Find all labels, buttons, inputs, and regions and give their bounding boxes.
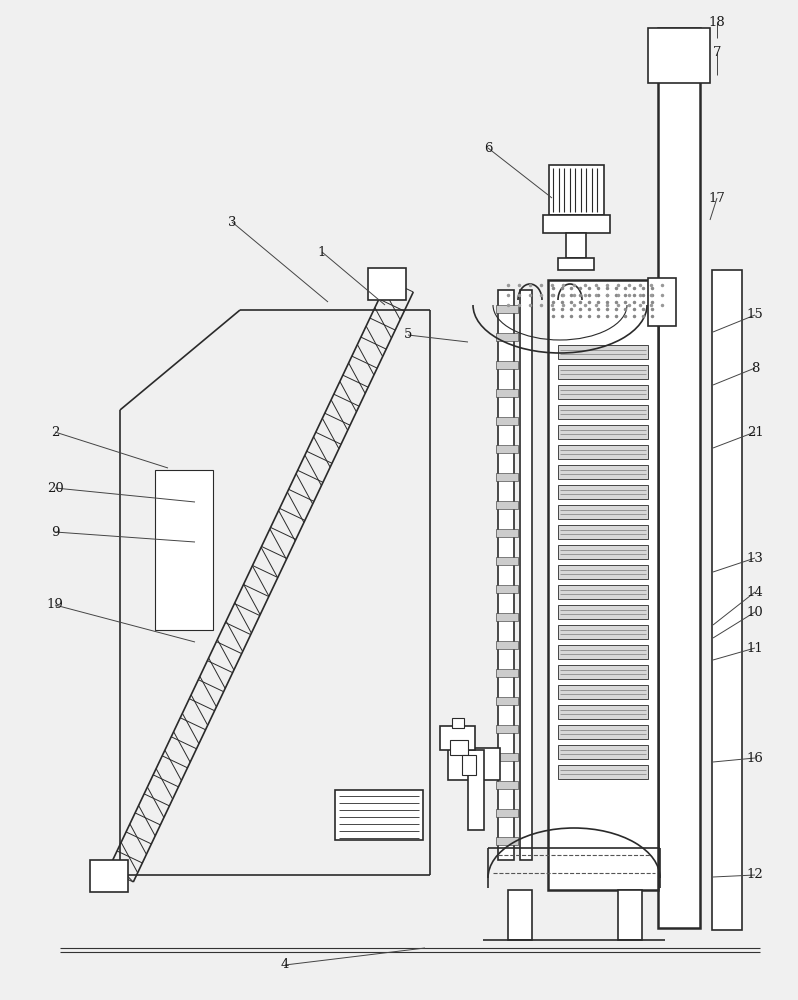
Bar	[496, 669, 518, 677]
Bar	[618, 890, 642, 940]
Bar	[496, 697, 518, 705]
Text: 11: 11	[747, 642, 764, 654]
Text: 6: 6	[484, 141, 492, 154]
Bar	[558, 365, 648, 379]
Bar	[496, 781, 518, 789]
Bar	[452, 718, 464, 728]
Bar	[496, 389, 518, 397]
Bar	[496, 333, 518, 341]
Bar	[90, 860, 128, 892]
Bar	[658, 28, 700, 928]
Bar	[468, 750, 484, 830]
Bar	[558, 685, 648, 699]
Bar	[549, 165, 604, 215]
Text: 12: 12	[747, 868, 764, 882]
Bar	[558, 405, 648, 419]
Bar	[496, 613, 518, 621]
Text: 14: 14	[747, 585, 764, 598]
Bar	[558, 705, 648, 719]
Bar	[496, 361, 518, 369]
Bar	[558, 345, 648, 359]
Bar	[558, 605, 648, 619]
Bar	[335, 790, 423, 840]
Bar	[558, 725, 648, 739]
Bar	[558, 425, 648, 439]
Text: 5: 5	[404, 328, 413, 342]
Text: 13: 13	[747, 552, 764, 564]
Bar	[496, 809, 518, 817]
Text: 7: 7	[713, 45, 721, 58]
Bar	[558, 665, 648, 679]
Bar	[558, 258, 594, 270]
Bar	[448, 748, 500, 780]
Bar	[543, 215, 610, 233]
Text: 10: 10	[747, 605, 764, 618]
Bar	[496, 725, 518, 733]
Bar	[496, 837, 518, 845]
Bar	[712, 270, 742, 930]
Text: 15: 15	[747, 308, 764, 322]
Text: 21: 21	[747, 426, 764, 438]
Bar	[558, 385, 648, 399]
Bar	[558, 505, 648, 519]
Bar	[496, 417, 518, 425]
Bar	[496, 585, 518, 593]
Bar	[496, 529, 518, 537]
Text: 1: 1	[318, 245, 326, 258]
Text: 3: 3	[227, 216, 236, 229]
Bar	[462, 755, 476, 775]
Text: 17: 17	[709, 192, 725, 205]
Bar	[558, 745, 648, 759]
Text: 8: 8	[751, 361, 759, 374]
Text: 20: 20	[46, 482, 63, 494]
Bar	[558, 445, 648, 459]
Bar	[498, 290, 514, 860]
Text: 18: 18	[709, 15, 725, 28]
Bar	[558, 625, 648, 639]
Bar	[566, 233, 586, 258]
Bar	[508, 890, 532, 940]
Bar	[648, 28, 710, 83]
Bar	[558, 485, 648, 499]
Bar	[648, 278, 676, 326]
Bar	[558, 525, 648, 539]
Bar	[558, 585, 648, 599]
Bar	[496, 641, 518, 649]
Bar	[558, 765, 648, 779]
Bar	[558, 645, 648, 659]
Bar	[558, 545, 648, 559]
Bar	[450, 740, 468, 755]
Bar	[558, 565, 648, 579]
Text: 16: 16	[747, 752, 764, 764]
Bar	[496, 557, 518, 565]
Bar	[496, 445, 518, 453]
Bar	[496, 501, 518, 509]
Text: 4: 4	[281, 958, 289, 972]
Bar	[496, 753, 518, 761]
Bar	[496, 473, 518, 481]
Bar	[496, 305, 518, 313]
Bar	[155, 470, 213, 630]
Text: 19: 19	[46, 598, 63, 611]
Text: 9: 9	[51, 526, 59, 538]
Bar	[368, 268, 406, 300]
Bar	[548, 280, 658, 890]
Text: 2: 2	[51, 426, 59, 438]
Bar	[440, 726, 475, 750]
Bar	[558, 465, 648, 479]
Bar	[520, 290, 532, 860]
